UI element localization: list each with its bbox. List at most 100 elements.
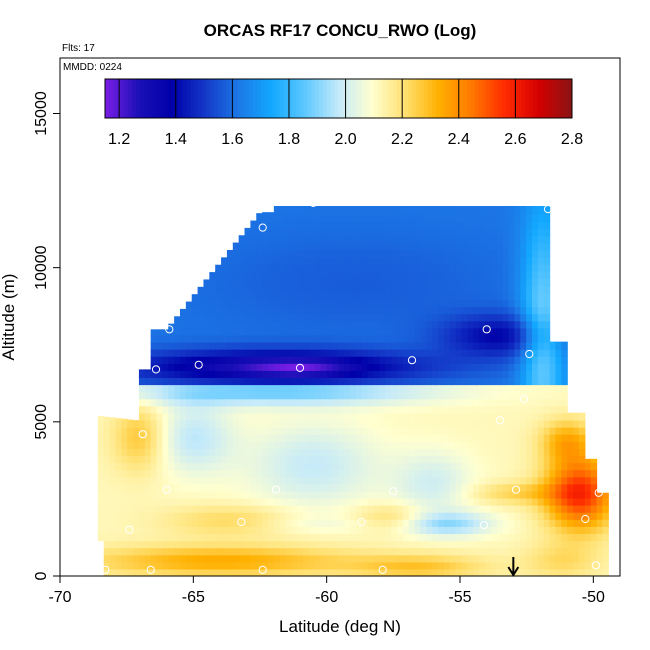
heat-cell	[344, 313, 351, 322]
y-axis-label: Altitude (m)	[0, 274, 18, 361]
heat-cell	[203, 313, 210, 322]
heat-cell	[520, 377, 527, 386]
heat-cell	[414, 384, 422, 393]
heat-cell	[226, 313, 234, 322]
heat-cell	[555, 490, 562, 499]
heat-cell	[168, 377, 175, 386]
heat-cell	[115, 483, 122, 492]
heat-cell	[402, 334, 410, 343]
heat-cell	[162, 370, 169, 379]
heat-cell	[508, 306, 515, 315]
heat-cell	[537, 207, 545, 215]
heat-cell	[420, 540, 427, 549]
heat-cell	[250, 448, 257, 457]
heat-cell	[485, 505, 492, 513]
heat-cell	[461, 384, 469, 393]
heat-cell	[432, 341, 439, 350]
heat-cell	[485, 235, 492, 244]
heat-cell	[168, 490, 175, 499]
heat-cell	[332, 235, 339, 244]
heat-cell	[573, 505, 580, 513]
heat-cell	[215, 313, 222, 322]
heat-cell	[578, 540, 586, 549]
flights-label: Flts: 17	[62, 43, 95, 54]
heat-cell	[385, 306, 392, 315]
heat-cell	[97, 419, 105, 428]
heat-cell	[326, 427, 334, 435]
heat-cell	[350, 455, 357, 464]
heat-cell	[127, 554, 134, 563]
heat-cell	[303, 249, 310, 258]
heat-cell	[314, 292, 322, 301]
heat-cell	[350, 228, 357, 237]
heat-cell	[473, 512, 480, 520]
heat-cell	[232, 462, 240, 471]
heat-cell	[426, 370, 433, 379]
heat-cell	[391, 356, 398, 364]
heat-cell	[514, 221, 521, 230]
heat-cell	[473, 483, 480, 492]
heat-cell	[432, 221, 439, 230]
heat-cell	[215, 462, 222, 471]
heat-cell	[144, 412, 152, 421]
heat-cell	[438, 356, 445, 364]
heat-cell	[361, 391, 369, 400]
heat-cell	[496, 221, 504, 230]
heat-cell	[262, 349, 269, 357]
heat-cell	[273, 377, 281, 386]
heat-cell	[197, 356, 205, 364]
heat-cell	[438, 462, 445, 471]
sample-point	[237, 517, 246, 527]
heat-cell	[121, 455, 128, 464]
heat-cell	[573, 441, 580, 449]
heat-cell	[291, 526, 298, 535]
heat-cell	[268, 313, 275, 322]
heat-cell	[279, 554, 287, 563]
heat-cell	[391, 568, 398, 577]
heat-cell	[367, 505, 375, 513]
heat-cell	[449, 455, 457, 464]
colorbar-segment	[132, 79, 137, 118]
heat-cell	[438, 405, 445, 414]
heat-cell	[438, 568, 445, 577]
heat-cell	[543, 341, 551, 350]
heat-cell	[537, 469, 545, 478]
heat-cell	[197, 320, 205, 329]
heat-cell	[532, 356, 539, 364]
heat-cell	[408, 462, 416, 471]
heat-cell	[373, 469, 381, 478]
heat-cell	[496, 356, 504, 364]
heat-cell	[426, 214, 433, 223]
heat-cell	[297, 207, 304, 215]
heat-cell	[279, 448, 287, 457]
heat-cell	[244, 263, 251, 272]
heat-cell	[473, 391, 480, 400]
heat-cell	[127, 512, 134, 520]
heat-cell	[508, 341, 515, 350]
colorbar-segment	[311, 79, 316, 118]
heat-cell	[256, 214, 263, 223]
heat-cell	[221, 462, 228, 471]
heat-cell	[561, 448, 568, 457]
sample-point	[162, 485, 171, 494]
heat-cell	[121, 519, 128, 527]
heat-cell	[526, 285, 533, 293]
heat-cell	[138, 370, 146, 379]
heat-cell	[262, 256, 269, 265]
heat-cell	[262, 212, 269, 215]
heat-cell	[268, 278, 275, 286]
heat-cell	[133, 441, 140, 449]
heat-cell	[356, 292, 363, 301]
heat-cell	[397, 349, 404, 357]
heat-cell	[520, 299, 527, 308]
heat-cell	[338, 334, 345, 343]
heat-cell	[309, 256, 316, 265]
heat-cell	[162, 434, 169, 442]
heat-cell	[303, 299, 310, 308]
heat-cell	[344, 405, 351, 414]
heat-cell	[203, 434, 210, 442]
heat-cell	[537, 462, 545, 471]
heat-cell	[127, 469, 134, 478]
heat-cell	[133, 448, 140, 457]
heat-cell	[285, 377, 293, 386]
